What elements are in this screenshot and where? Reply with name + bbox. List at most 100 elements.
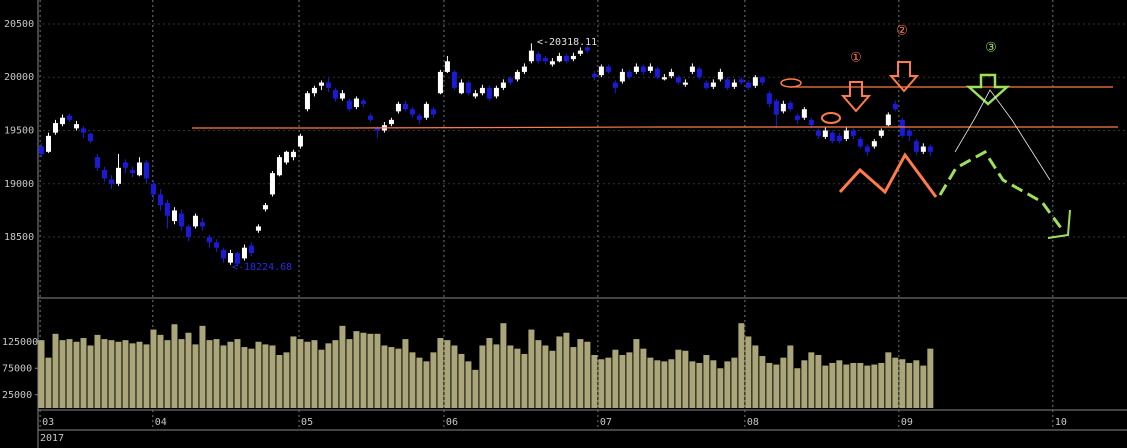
y-tick-label: 19000 (4, 179, 34, 190)
volume-bar (913, 360, 920, 408)
volume-bar (59, 340, 66, 408)
volume-bar (549, 350, 556, 408)
volume-bar (248, 348, 255, 408)
candle-body (605, 66, 611, 72)
candle-body (206, 237, 212, 243)
candle-body (710, 82, 716, 87)
candle-body (787, 102, 793, 110)
volume-bar (66, 339, 73, 408)
candle-body (731, 82, 737, 87)
candle-body (528, 50, 534, 62)
volume-bar (542, 345, 549, 408)
volume-bar (500, 323, 507, 408)
arrowhead (1047, 209, 1071, 239)
marker-label: ① (850, 51, 862, 66)
candle-body (696, 68, 702, 78)
volume-bar (101, 339, 108, 408)
volume-bar (472, 369, 479, 408)
candle-body (815, 130, 821, 136)
volume-bar (150, 329, 157, 408)
volume-bar (199, 325, 206, 408)
candle-body (339, 93, 345, 99)
candle-body (801, 109, 807, 118)
candle-body (633, 66, 639, 72)
volume-bar (822, 365, 829, 408)
volume-bar (346, 339, 353, 408)
candle-body (248, 245, 254, 254)
candle-body (80, 128, 86, 133)
candle-body (136, 162, 142, 176)
candle-body (563, 55, 569, 62)
volume-bar (675, 349, 682, 408)
candle-body (493, 87, 499, 97)
volume-bar (780, 357, 787, 408)
candle-body (178, 213, 184, 227)
candle-body (430, 109, 436, 115)
candle-body (752, 77, 758, 86)
volume-bar (283, 352, 290, 408)
volume-bar (668, 359, 675, 408)
volume-bar (430, 352, 437, 408)
candle-body (472, 93, 478, 97)
volume-bar (633, 339, 640, 408)
volume-bar (878, 362, 885, 408)
candle-body (668, 71, 674, 77)
candle-body (920, 146, 926, 152)
candle-body (45, 135, 51, 152)
volume-bar (143, 344, 150, 408)
volume-bar (647, 357, 654, 408)
candle-body (647, 66, 653, 71)
candle-body (150, 183, 156, 195)
volume-bar (535, 340, 542, 408)
candle-body (794, 115, 800, 120)
volume-bar (787, 345, 794, 408)
volume-bar (836, 360, 843, 408)
candle-body (584, 47, 590, 51)
volume-bar (577, 339, 584, 408)
volume-bar (87, 345, 94, 408)
candle-body (409, 109, 415, 115)
candle-body (913, 141, 919, 152)
volume-bar (850, 362, 857, 408)
candle-body (213, 242, 219, 248)
candle-body (808, 119, 814, 126)
x-tick-label: 08 (747, 417, 759, 428)
candle-body (451, 71, 457, 88)
volume-bar (395, 348, 402, 408)
volume-bar (374, 333, 381, 408)
volume-bar (528, 329, 535, 408)
candle-body (304, 93, 310, 110)
volume-bar (556, 336, 563, 408)
volume-bar (619, 355, 626, 408)
volume-bar (570, 347, 577, 408)
volume-bar (192, 344, 199, 408)
volume-bar (255, 341, 262, 408)
candle-body (927, 146, 933, 152)
candle-body (297, 135, 303, 147)
marker-label: ③ (985, 41, 997, 56)
volume-bar (402, 339, 409, 408)
volume-bar (108, 340, 115, 408)
candle-body (276, 157, 282, 176)
candle-body (332, 90, 338, 99)
candle-body (402, 103, 408, 110)
candle-body (556, 55, 562, 62)
candle-body (843, 130, 849, 140)
volume-bar (290, 336, 297, 408)
volume-bar (451, 345, 458, 408)
candle-body (423, 103, 429, 118)
volume-bar (626, 352, 633, 408)
volume-bar (332, 340, 339, 408)
volume-bar (927, 348, 934, 408)
candle-body (780, 103, 786, 112)
candle-body (52, 123, 58, 133)
candle-body (220, 249, 226, 259)
candle-body (829, 132, 835, 142)
y-tick-label: 20500 (4, 19, 34, 30)
volume-bar (94, 334, 101, 408)
candle-body (738, 79, 744, 83)
candle-body (374, 128, 380, 131)
volume-bar (801, 360, 808, 408)
volume-bar (416, 357, 423, 408)
volume-bar (157, 334, 164, 408)
